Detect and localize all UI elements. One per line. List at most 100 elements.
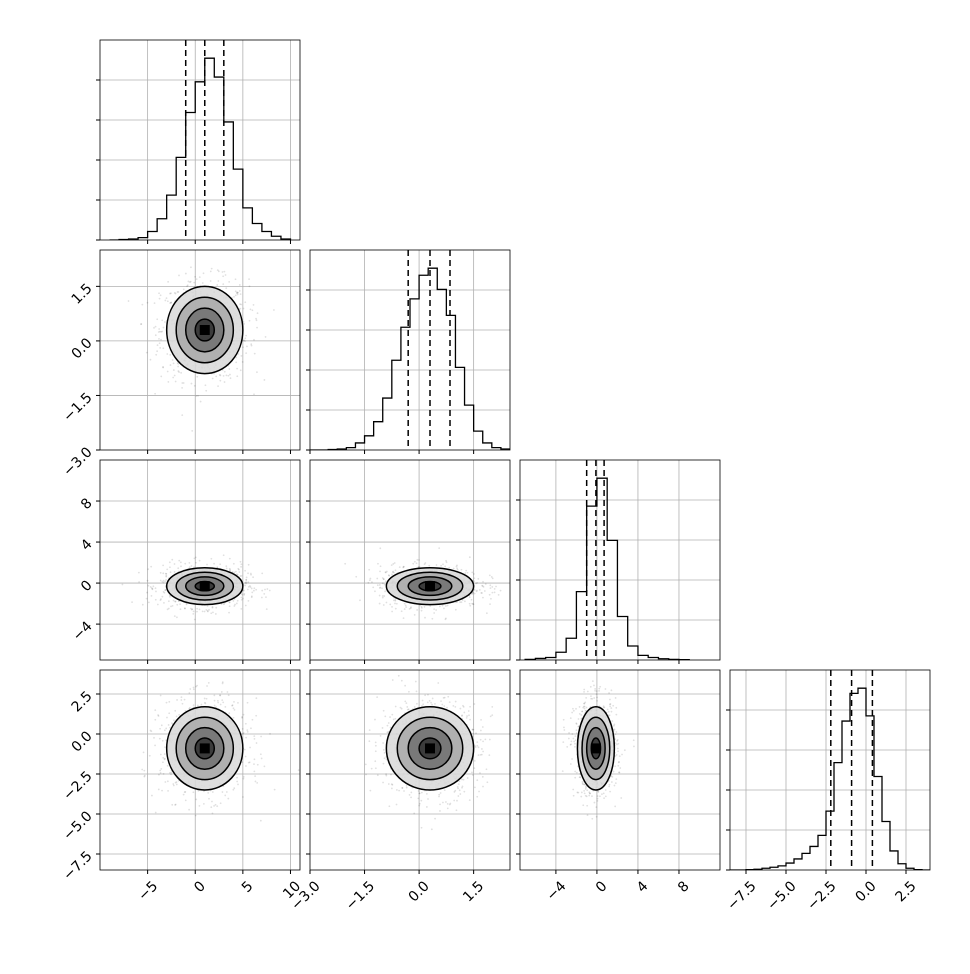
scatter-point bbox=[160, 695, 162, 697]
scatter-point bbox=[414, 561, 416, 563]
scatter-point bbox=[447, 605, 449, 607]
scatter-point bbox=[131, 601, 133, 603]
scatter-point bbox=[424, 694, 426, 696]
scatter-point bbox=[248, 600, 250, 602]
scatter-point bbox=[197, 705, 199, 707]
scatter-point bbox=[155, 599, 157, 601]
scatter-point bbox=[461, 714, 463, 716]
scatter-point bbox=[167, 780, 169, 782]
scatter-point bbox=[158, 338, 160, 340]
scatter-point bbox=[215, 607, 217, 609]
scatter-point bbox=[195, 395, 197, 397]
scatter-point bbox=[222, 702, 224, 704]
scatter-point bbox=[480, 754, 482, 756]
scatter-point bbox=[404, 603, 406, 605]
scatter-point bbox=[491, 576, 493, 578]
scatter-point bbox=[372, 586, 374, 588]
scatter-point bbox=[176, 715, 178, 717]
scatter-point bbox=[252, 576, 254, 578]
scatter-point bbox=[490, 598, 492, 600]
scatter-point bbox=[459, 789, 461, 791]
scatter-point bbox=[151, 587, 153, 589]
scatter-point bbox=[463, 706, 465, 708]
scatter-point bbox=[175, 601, 177, 603]
scatter-point bbox=[215, 613, 217, 615]
scatter-point bbox=[247, 589, 249, 591]
density-peak bbox=[200, 581, 210, 591]
scatter-point bbox=[128, 300, 130, 302]
scatter-point bbox=[568, 732, 570, 734]
scatter-point bbox=[421, 827, 423, 829]
scatter-point bbox=[418, 790, 420, 792]
scatter-point bbox=[576, 729, 578, 731]
scatter-point bbox=[298, 769, 300, 771]
scatter-point bbox=[609, 699, 611, 701]
scatter-point bbox=[384, 757, 386, 759]
scatter-point bbox=[481, 592, 483, 594]
scatter-point bbox=[164, 781, 166, 783]
scatter-point bbox=[479, 589, 481, 591]
scatter-point bbox=[475, 732, 477, 734]
scatter-point bbox=[165, 579, 167, 581]
scatter-point bbox=[404, 700, 406, 702]
scatter-point bbox=[155, 812, 157, 814]
scatter-point bbox=[160, 772, 162, 774]
scatter-point bbox=[183, 794, 185, 796]
scatter-point bbox=[173, 600, 175, 602]
scatter-point bbox=[469, 603, 471, 605]
scatter-point bbox=[489, 594, 491, 596]
scatter-point bbox=[174, 563, 176, 565]
scatter-point bbox=[192, 613, 194, 615]
scatter-point bbox=[469, 706, 471, 708]
scatter-point bbox=[159, 770, 161, 772]
scatter-point bbox=[150, 566, 152, 568]
scatter-point bbox=[426, 806, 428, 808]
scatter-point bbox=[422, 703, 424, 705]
scatter-point bbox=[613, 771, 615, 773]
scatter-point bbox=[433, 608, 435, 610]
scatter-point bbox=[257, 764, 259, 766]
scatter-point bbox=[416, 609, 418, 611]
scatter-point bbox=[248, 278, 250, 280]
scatter-point bbox=[466, 715, 468, 717]
scatter-point bbox=[220, 802, 222, 804]
scatter-point bbox=[474, 786, 476, 788]
scatter-point bbox=[461, 569, 463, 571]
scatter-point bbox=[391, 574, 393, 576]
scatter-point bbox=[159, 728, 161, 730]
scatter-point bbox=[245, 579, 247, 581]
scatter-point bbox=[222, 271, 224, 273]
scatter-point bbox=[166, 353, 168, 355]
scatter-point bbox=[482, 751, 484, 753]
scatter-point bbox=[164, 758, 166, 760]
scatter-point bbox=[454, 706, 456, 708]
scatter-point bbox=[386, 732, 388, 734]
scatter-point bbox=[435, 609, 437, 611]
scatter-point bbox=[472, 774, 474, 776]
scatter-point bbox=[203, 272, 205, 274]
scatter-point bbox=[422, 700, 424, 702]
scatter-point bbox=[245, 352, 247, 354]
scatter-point bbox=[174, 375, 176, 377]
scatter-point bbox=[185, 273, 187, 275]
scatter-point bbox=[481, 748, 483, 750]
scatter-point bbox=[211, 268, 213, 270]
scatter-point bbox=[421, 607, 423, 609]
scatter-point bbox=[445, 618, 447, 620]
scatter-point bbox=[619, 767, 621, 769]
scatter-point bbox=[154, 709, 156, 711]
scatter-point bbox=[184, 607, 186, 609]
scatter-point bbox=[172, 605, 174, 607]
scatter-point bbox=[383, 763, 385, 765]
scatter-point bbox=[174, 571, 176, 573]
scatter-point bbox=[491, 586, 493, 588]
scatter-point bbox=[420, 800, 422, 802]
scatter-point bbox=[406, 785, 408, 787]
scatter-point bbox=[227, 798, 229, 800]
scatter-point bbox=[253, 393, 255, 395]
scatter-point bbox=[141, 304, 143, 306]
scatter-point bbox=[241, 716, 243, 718]
scatter-point bbox=[206, 564, 208, 566]
scatter-point bbox=[575, 739, 577, 741]
scatter-point bbox=[402, 787, 404, 789]
